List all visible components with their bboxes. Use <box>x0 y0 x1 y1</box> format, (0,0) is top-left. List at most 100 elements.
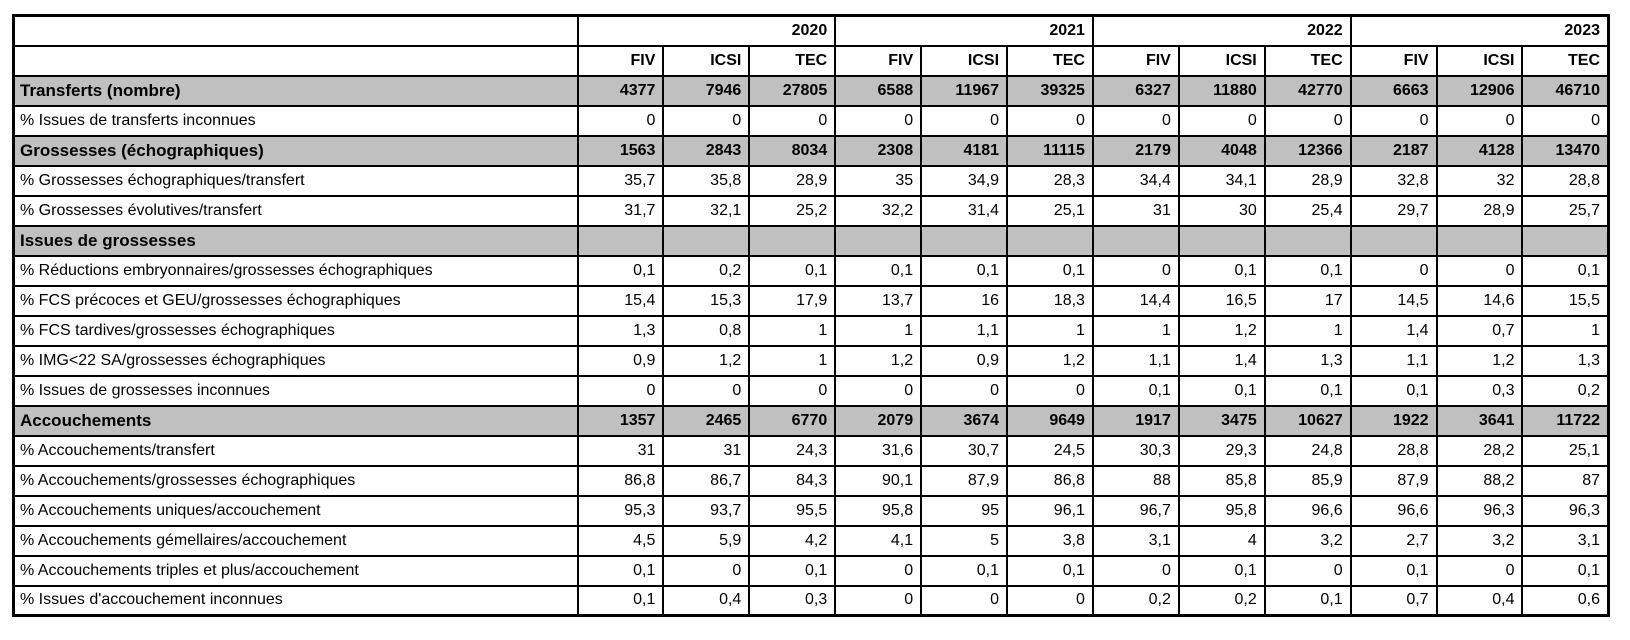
value-cell: 1,2 <box>834 344 923 377</box>
value-cell: 1357 <box>576 404 665 437</box>
value-cell: 0,4 <box>662 584 751 617</box>
row-label: % IMG<22 SA/grossesses échographiques <box>12 344 579 377</box>
value-cell: 7946 <box>662 74 751 107</box>
value-cell: 1,4 <box>1349 314 1438 347</box>
value-cell: 0 <box>1435 554 1524 587</box>
value-cell <box>1263 224 1352 257</box>
value-cell: 0 <box>1263 104 1352 137</box>
value-cell: 4128 <box>1435 134 1524 167</box>
value-cell: 15,4 <box>576 284 665 317</box>
value-cell: 18,3 <box>1006 284 1094 317</box>
value-cell: 31,6 <box>834 434 923 467</box>
value-cell: 2843 <box>662 134 751 167</box>
table-row: % Réductions embryonnaires/grossesses éc… <box>12 254 1610 287</box>
year-header: 2023 <box>1349 14 1610 47</box>
value-cell: 0 <box>748 104 837 137</box>
value-cell: 95,5 <box>748 494 837 527</box>
table-row: Transferts (nombre) 4377 7946 27805 6588 1196… <box>12 74 1610 107</box>
value-cell: 0 <box>662 374 751 407</box>
value-cell: 90,1 <box>834 464 923 497</box>
value-cell: 1,2 <box>662 344 751 377</box>
value-cell: 0,9 <box>576 344 665 377</box>
value-cell: 1 <box>748 314 837 347</box>
value-cell: 0 <box>920 374 1009 407</box>
value-cell <box>834 224 923 257</box>
row-label: % Accouchements/grossesses échographique… <box>12 464 579 497</box>
value-cell: 95 <box>920 494 1009 527</box>
ivf-results-table: 2020 2021 2022 2023 FIV ICSI TEC FIV ICSI TEC FIV… <box>12 14 1610 617</box>
value-cell: 28,9 <box>1435 194 1524 227</box>
table-row: % Grossesses échographiques/transfert 35,… <box>12 164 1610 197</box>
value-cell: 1563 <box>576 134 665 167</box>
value-cell: 25,1 <box>1521 434 1610 467</box>
value-cell: 0,1 <box>1006 254 1094 287</box>
value-cell: 1,1 <box>1349 344 1438 377</box>
value-cell: 42770 <box>1263 74 1352 107</box>
value-cell: 0 <box>920 104 1009 137</box>
value-cell: 85,8 <box>1177 464 1266 497</box>
method-header: ICSI <box>1177 44 1266 77</box>
value-cell <box>1091 224 1180 257</box>
value-cell: 9649 <box>1006 404 1094 437</box>
value-cell: 28,8 <box>1521 164 1610 197</box>
value-cell: 0,1 <box>1091 374 1180 407</box>
value-cell: 96,3 <box>1521 494 1610 527</box>
value-cell <box>920 224 1009 257</box>
table-row: % IMG<22 SA/grossesses échographiques 0,9… <box>12 344 1610 377</box>
value-cell: 17 <box>1263 284 1352 317</box>
value-cell: 0,1 <box>1263 584 1352 617</box>
value-cell: 0 <box>1177 104 1266 137</box>
value-cell: 1 <box>834 314 923 347</box>
value-cell: 87 <box>1521 464 1610 497</box>
value-cell: 1,2 <box>1177 314 1266 347</box>
value-cell: 0,1 <box>1177 254 1266 287</box>
value-cell: 3,2 <box>1435 524 1524 557</box>
value-cell: 16,5 <box>1177 284 1266 317</box>
row-label: % Accouchements gémellaires/accouchement <box>12 524 579 557</box>
value-cell: 13,7 <box>834 284 923 317</box>
value-cell: 1,3 <box>1263 344 1352 377</box>
value-cell: 93,7 <box>662 494 751 527</box>
value-cell: 0,1 <box>748 254 837 287</box>
value-cell: 17,9 <box>748 284 837 317</box>
method-header: TEC <box>748 44 837 77</box>
value-cell: 0 <box>834 104 923 137</box>
value-cell: 14,4 <box>1091 284 1180 317</box>
value-cell: 0 <box>1521 104 1610 137</box>
value-cell: 0,1 <box>1177 554 1266 587</box>
value-cell: 0,1 <box>576 584 665 617</box>
value-cell: 0,8 <box>662 314 751 347</box>
value-cell: 30 <box>1177 194 1266 227</box>
row-label: % Accouchements triples et plus/accouche… <box>12 554 579 587</box>
value-cell: 0 <box>1006 584 1094 617</box>
value-cell: 29,7 <box>1349 194 1438 227</box>
value-cell: 3,1 <box>1091 524 1180 557</box>
corner-cell <box>12 14 579 47</box>
value-cell: 4,1 <box>834 524 923 557</box>
value-cell: 11880 <box>1177 74 1266 107</box>
value-cell: 1,3 <box>576 314 665 347</box>
value-cell: 1,2 <box>1006 344 1094 377</box>
value-cell: 96,3 <box>1435 494 1524 527</box>
value-cell: 34,1 <box>1177 164 1266 197</box>
value-cell: 1,2 <box>1435 344 1524 377</box>
method-header: FIV <box>576 44 665 77</box>
value-cell: 6588 <box>834 74 923 107</box>
value-cell: 95,8 <box>834 494 923 527</box>
value-cell: 86,8 <box>576 464 665 497</box>
value-cell: 0,2 <box>1091 584 1180 617</box>
table-body: Transferts (nombre) 4377 7946 27805 6588 1196… <box>12 74 1610 617</box>
table-row: % FCS tardives/grossesses échographiques… <box>12 314 1610 347</box>
value-cell: 0 <box>1006 374 1094 407</box>
value-cell: 34,4 <box>1091 164 1180 197</box>
value-cell: 2179 <box>1091 134 1180 167</box>
method-header-row: FIV ICSI TEC FIV ICSI TEC FIV ICSI TEC FIV ICSI TEC <box>12 44 1610 77</box>
value-cell: 25,2 <box>748 194 837 227</box>
value-cell: 25,7 <box>1521 194 1610 227</box>
row-label: Transferts (nombre) <box>12 74 579 107</box>
value-cell: 6663 <box>1349 74 1438 107</box>
value-cell: 0 <box>1091 554 1180 587</box>
table-row: % Accouchements triples et plus/accouche… <box>12 554 1610 587</box>
value-cell: 0,1 <box>920 554 1009 587</box>
value-cell: 0,3 <box>748 584 837 617</box>
